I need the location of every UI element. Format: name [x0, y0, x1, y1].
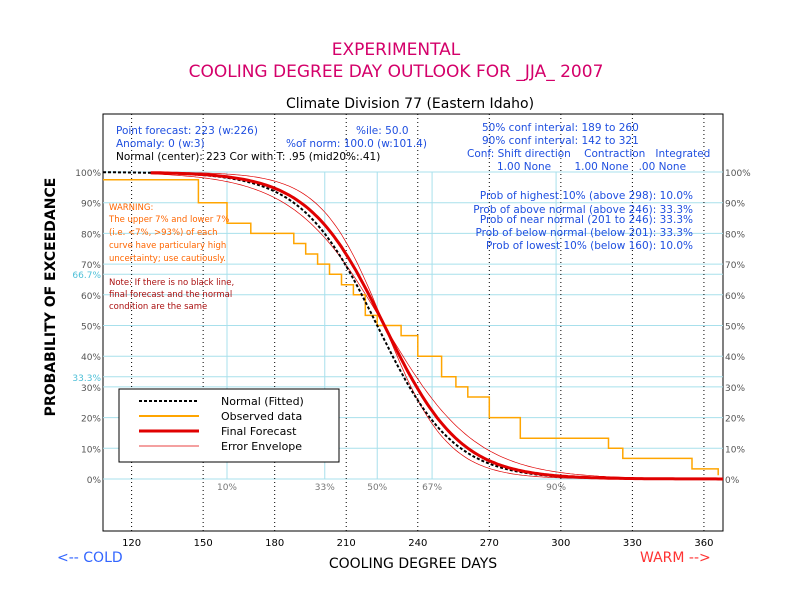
note-line-3: condition are the same [109, 302, 207, 312]
pctile-text: %ile: 50.0 [356, 125, 409, 137]
cold-label: <-- COLD [57, 550, 123, 566]
grid-layer [103, 114, 723, 531]
y-tick-left-60: 60% [81, 292, 101, 302]
y-tick-left-30: 30% [81, 384, 101, 394]
y-tick-right-0: 0% [725, 476, 740, 486]
note-line-2: final forecast and the normal [109, 290, 232, 300]
y-tick-left-0: 0% [87, 476, 102, 486]
normal-center-text: Normal (center): 223 Cor with T: .95 (mi… [116, 151, 380, 163]
percentile-label-50: 50% [367, 483, 387, 493]
warm-label: WARM --> [640, 550, 711, 566]
stats-block: Point forecast: 223 (w:226) Anomaly: 0 (… [116, 122, 710, 173]
y-tick-right-60: 60% [725, 292, 745, 302]
observed-data-line [103, 178, 719, 476]
y-tick-right-100: 100% [725, 169, 751, 179]
ref-label-1: 33.3% [72, 374, 101, 384]
warning-line-1: WARNING: [109, 203, 153, 213]
note-block: Note: If there is no black line, final f… [109, 278, 234, 312]
y-tick-right-10: 10% [725, 445, 745, 455]
pct-norm-text: %of norm: 100.0 (w:101.4) [286, 138, 427, 150]
conf50-text: 50% conf interval: 189 to 260 [482, 122, 639, 134]
prob-above: Prob of above normal (above 246): 33.3% [473, 204, 693, 216]
x-tick-330: 330 [623, 538, 642, 549]
y-tick-left-10: 10% [81, 445, 101, 455]
x-tick-180: 180 [265, 538, 284, 549]
x-tick-300: 300 [551, 538, 570, 549]
percentile-label-10: 10% [217, 483, 237, 493]
ref-label-0: 66.7% [72, 271, 101, 281]
x-tick-240: 240 [408, 538, 427, 549]
series-layer [103, 171, 723, 481]
prob-lowest: Prob of lowest 10% (below 160): 10.0% [486, 240, 693, 252]
x-tick-210: 210 [337, 538, 356, 549]
y-axis-label: PROBABILITY OF EXCEEDANCE [43, 178, 59, 417]
legend: Normal (Fitted) Observed data Final Fore… [118, 388, 340, 463]
y-tick-right-50: 50% [725, 323, 745, 333]
y-tick-left-80: 80% [81, 230, 101, 240]
title-line2: COOLING DEGREE DAY OUTLOOK FOR _JJA_ 200… [189, 62, 604, 82]
legend-label-forecast: Final Forecast [221, 425, 297, 438]
chart-subtitle: Climate Division 77 (Eastern Idaho) [286, 96, 534, 112]
x-tick-360: 360 [694, 538, 713, 549]
final-forecast-line [150, 171, 723, 481]
x-axis-label: COOLING DEGREE DAYS [329, 556, 497, 572]
y-tick-right-70: 70% [725, 261, 745, 271]
plot-frame [102, 113, 724, 532]
y-tick-left-100: 100% [75, 169, 101, 179]
y-tick-right-80: 80% [725, 230, 745, 240]
prob-highest: Prob of highest 10% (above 298): 10.0% [480, 190, 693, 202]
point-forecast-text: Point forecast: 223 (w:226) [116, 125, 258, 137]
y-tick-right-90: 90% [725, 200, 745, 210]
title-line1: EXPERIMENTAL [332, 40, 461, 60]
y-tick-right-40: 40% [725, 353, 745, 363]
warning-block: WARNING: The upper 7% and lower 7% (i.e.… [108, 203, 229, 264]
y-tick-labels: 0% 0% 10% 10% 20% 20% 30% 30% 40% 40% 50% 50% 60% 60%… [72, 169, 751, 486]
legend-label-normal: Normal (Fitted) [221, 395, 304, 408]
percentile-label-33: 33% [315, 483, 335, 493]
conf90-text: 90% conf interval: 142 to 321 [482, 135, 639, 147]
legend-label-observed: Observed data [221, 410, 302, 423]
warning-line-4: curve have particulary high [109, 241, 226, 251]
note-line-1: Note: If there is no black line, [109, 278, 234, 288]
conf-header-text: Conf: Shift direction Contraction Integr… [467, 148, 710, 160]
probability-block: Prob of highest 10% (above 298): 10.0% P… [473, 190, 693, 252]
percentile-label-67: 67% [422, 483, 442, 493]
y-tick-left-70: 70% [81, 261, 101, 271]
y-tick-right-20: 20% [725, 415, 745, 425]
warning-line-2: The upper 7% and lower 7% [108, 215, 229, 225]
anomaly-text: Anomaly: 0 (w:3) [116, 138, 205, 150]
y-tick-left-90: 90% [81, 200, 101, 210]
y-tick-left-20: 20% [81, 415, 101, 425]
y-tick-left-40: 40% [81, 353, 101, 363]
warning-line-5: uncertainty; use cautiously. [109, 254, 226, 264]
warning-line-3: (i.e. <7%, >93%) of each [109, 228, 217, 238]
percentile-label-90: 90% [546, 483, 566, 493]
legend-label-envelope: Error Envelope [221, 440, 302, 453]
prob-below: Prob of below normal (below 201): 33.3% [476, 227, 694, 239]
y-tick-right-30: 30% [725, 384, 745, 394]
prob-near: Prob of near normal (201 to 246): 33.3% [480, 214, 693, 226]
y-tick-left-50: 50% [81, 323, 101, 333]
x-tick-270: 270 [480, 538, 499, 549]
x-tick-120: 120 [122, 538, 141, 549]
x-tick-labels: 120 150 180 210 240 270 300 330 360 [122, 538, 713, 549]
x-tick-150: 150 [194, 538, 213, 549]
conf-values-text: 1.00 None 1.00 None .00 None [497, 161, 686, 173]
